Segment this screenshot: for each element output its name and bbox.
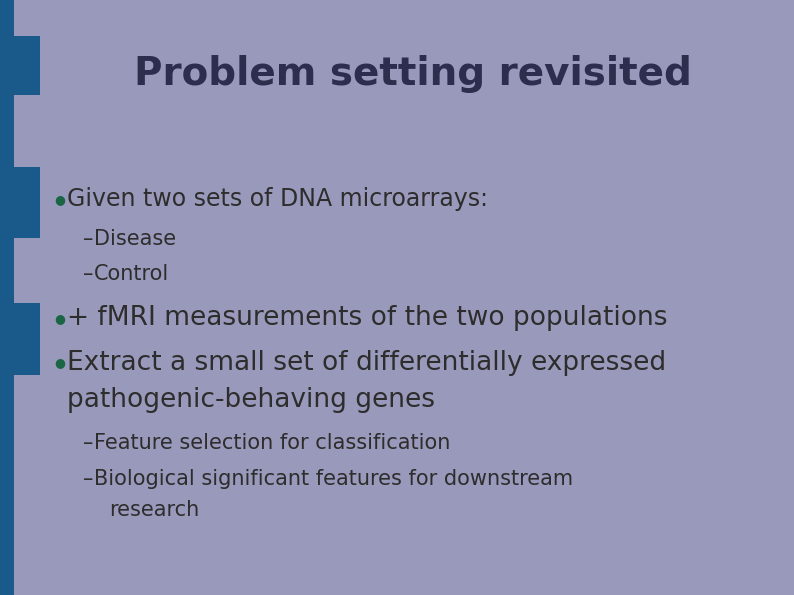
Text: Biological significant features for downstream: Biological significant features for down… — [94, 469, 572, 489]
Text: –: – — [83, 264, 94, 284]
Text: Disease: Disease — [94, 229, 175, 249]
Text: Extract a small set of differentially expressed: Extract a small set of differentially ex… — [67, 350, 667, 376]
Text: ●: ● — [54, 193, 65, 206]
Text: ●: ● — [54, 312, 65, 325]
Text: Problem setting revisited: Problem setting revisited — [134, 55, 692, 93]
Text: –: – — [83, 469, 94, 489]
Text: Control: Control — [94, 264, 169, 284]
Text: Given two sets of DNA microarrays:: Given two sets of DNA microarrays: — [67, 187, 488, 211]
Text: Feature selection for classification: Feature selection for classification — [94, 433, 450, 453]
Text: pathogenic-behaving genes: pathogenic-behaving genes — [67, 387, 435, 413]
Text: –: – — [83, 229, 94, 249]
Text: –: – — [83, 433, 94, 453]
Text: ●: ● — [54, 356, 65, 369]
Text: research: research — [110, 500, 200, 520]
Text: + fMRI measurements of the two populations: + fMRI measurements of the two populatio… — [67, 305, 668, 331]
